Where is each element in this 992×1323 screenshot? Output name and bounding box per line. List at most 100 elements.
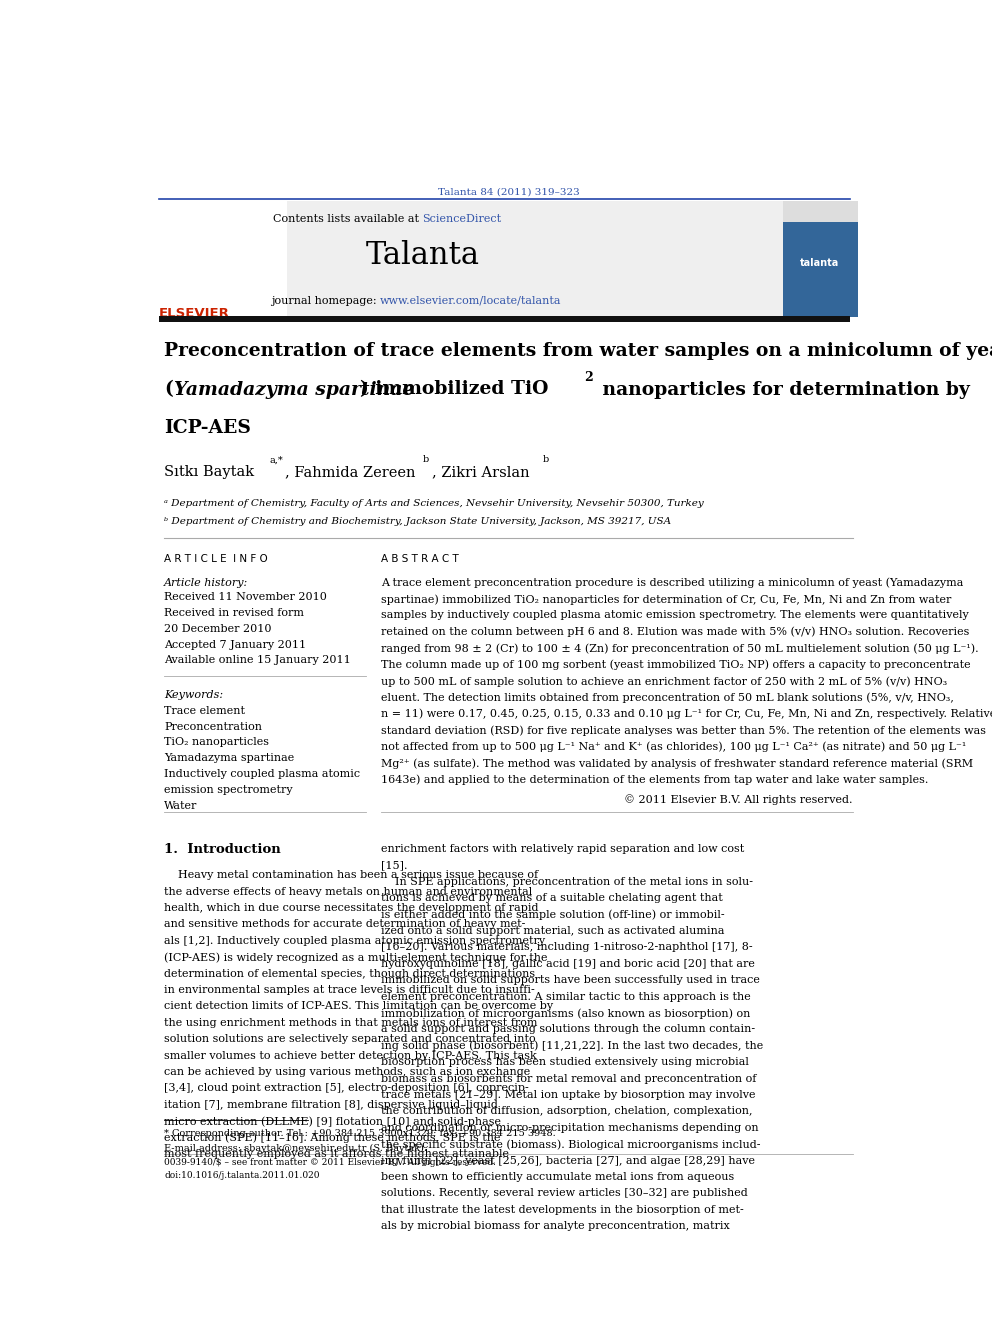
Text: biosorption process has been studied extensively using microbial: biosorption process has been studied ext… (381, 1057, 749, 1068)
Text: determination of elemental species, though direct determinations: determination of elemental species, thou… (165, 968, 536, 979)
Text: Article history:: Article history: (165, 578, 249, 587)
Text: [15].: [15]. (381, 860, 408, 871)
Text: retained on the column between pH 6 and 8. Elution was made with 5% (v/v) HNO₃ s: retained on the column between pH 6 and … (381, 627, 969, 638)
Text: Mg²⁺ (as sulfate). The method was validated by analysis of freshwater standard r: Mg²⁺ (as sulfate). The method was valida… (381, 758, 973, 769)
FancyBboxPatch shape (159, 201, 287, 316)
Text: A B S T R A C T: A B S T R A C T (381, 554, 459, 564)
Text: nanoparticles for determination by: nanoparticles for determination by (596, 381, 970, 398)
Text: not affected from up to 500 μg L⁻¹ Na⁺ and K⁺ (as chlorides), 100 μg L⁻¹ Ca²⁺ (a: not affected from up to 500 μg L⁻¹ Na⁺ a… (381, 742, 966, 753)
Text: that illustrate the latest developments in the biosorption of met-: that illustrate the latest developments … (381, 1205, 744, 1215)
Text: als by microbial biomass for analyte preconcentration, matrix: als by microbial biomass for analyte pre… (381, 1221, 730, 1232)
Text: ScienceDirect: ScienceDirect (423, 214, 502, 224)
Text: The column made up of 100 mg sorbent (yeast immobilized TiO₂ NP) offers a capaci: The column made up of 100 mg sorbent (ye… (381, 660, 971, 671)
Text: * Corresponding author. Tel.: +90 384 215 3900x1329; fax: +90 384 215 3948.: * Corresponding author. Tel.: +90 384 21… (165, 1129, 557, 1138)
Text: A trace element preconcentration procedure is described utilizing a minicolumn o: A trace element preconcentration procedu… (381, 578, 963, 589)
Text: Trace element: Trace element (165, 706, 245, 716)
Text: in environmental samples at trace levels is difficult due to insuffi-: in environmental samples at trace levels… (165, 984, 535, 995)
Text: tions is achieved by means of a suitable chelating agent that: tions is achieved by means of a suitable… (381, 893, 723, 904)
Text: TiO₂ nanoparticles: TiO₂ nanoparticles (165, 737, 269, 747)
Text: and coordination or micro-precipitation mechanisms depending on: and coordination or micro-precipitation … (381, 1123, 759, 1132)
Text: Yamadazyma spartinae: Yamadazyma spartinae (165, 753, 295, 763)
Text: ᵃ Department of Chemistry, Faculty of Arts and Sciences, Nevsehir University, Ne: ᵃ Department of Chemistry, Faculty of Ar… (165, 499, 704, 508)
Text: element preconcentration. A similar tactic to this approach is the: element preconcentration. A similar tact… (381, 992, 751, 1002)
Text: 1.  Introduction: 1. Introduction (165, 843, 281, 856)
Text: ICP-AES: ICP-AES (165, 419, 251, 437)
Text: Inductively coupled plasma atomic: Inductively coupled plasma atomic (165, 769, 360, 779)
Text: can be achieved by using various methods, such as ion exchange: can be achieved by using various methods… (165, 1066, 531, 1077)
Text: a,*: a,* (270, 455, 284, 464)
Text: ) immobilized TiO: ) immobilized TiO (359, 381, 548, 398)
Text: samples by inductively coupled plasma atomic emission spectrometry. The elements: samples by inductively coupled plasma at… (381, 610, 969, 620)
Text: the contribution of diffusion, adsorption, chelation, complexation,: the contribution of diffusion, adsorptio… (381, 1106, 753, 1117)
Text: 0039-9140/$ – see front matter © 2011 Elsevier B.V. All rights reserved.: 0039-9140/$ – see front matter © 2011 El… (165, 1158, 496, 1167)
Text: Sıtkı Baytak: Sıtkı Baytak (165, 466, 254, 479)
Text: trace metals [21–29]. Metal ion uptake by biosorption may involve: trace metals [21–29]. Metal ion uptake b… (381, 1090, 756, 1099)
Text: ᵇ Department of Chemistry and Biochemistry, Jackson State University, Jackson, M: ᵇ Department of Chemistry and Biochemist… (165, 517, 672, 525)
Text: and sensitive methods for accurate determination of heavy met-: and sensitive methods for accurate deter… (165, 919, 526, 929)
Text: up to 500 mL of sample solution to achieve an enrichment factor of 250 with 2 mL: up to 500 mL of sample solution to achie… (381, 676, 947, 687)
Text: Preconcentration of trace elements from water samples on a minicolumn of yeast: Preconcentration of trace elements from … (165, 343, 992, 360)
FancyBboxPatch shape (783, 201, 858, 316)
Text: ELSEVIER: ELSEVIER (159, 307, 229, 320)
Text: most frequently employed as it affords the highest attainable: most frequently employed as it affords t… (165, 1148, 509, 1159)
Text: solutions. Recently, several review articles [30–32] are published: solutions. Recently, several review arti… (381, 1188, 748, 1199)
Text: (: ( (165, 381, 174, 398)
FancyBboxPatch shape (159, 316, 850, 321)
Text: 1643e) and applied to the determination of the elements from tap water and lake : 1643e) and applied to the determination … (381, 774, 929, 785)
Text: Yamadazyma spartinae: Yamadazyma spartinae (175, 381, 415, 398)
Text: Received in revised form: Received in revised form (165, 609, 305, 618)
Text: journal homepage:: journal homepage: (271, 296, 380, 306)
Text: the adverse effects of heavy metals on human and environmental: the adverse effects of heavy metals on h… (165, 886, 533, 897)
Text: www.elsevier.com/locate/talanta: www.elsevier.com/locate/talanta (380, 296, 561, 306)
Text: talanta: talanta (801, 258, 839, 267)
FancyBboxPatch shape (159, 201, 850, 316)
Text: emission spectrometry: emission spectrometry (165, 785, 293, 795)
Text: a solid support and passing solutions through the column contain-: a solid support and passing solutions th… (381, 1024, 756, 1035)
Text: , Zikri Arslan: , Zikri Arslan (432, 466, 530, 479)
Text: doi:10.1016/j.talanta.2011.01.020: doi:10.1016/j.talanta.2011.01.020 (165, 1171, 319, 1180)
Text: Contents lists available at: Contents lists available at (273, 214, 423, 224)
Text: , Fahmida Zereen: , Fahmida Zereen (286, 466, 416, 479)
Text: eluent. The detection limits obtained from preconcentration of 50 mL blank solut: eluent. The detection limits obtained fr… (381, 692, 954, 703)
Text: been shown to efficiently accumulate metal ions from aqueous: been shown to efficiently accumulate met… (381, 1172, 734, 1181)
Text: Keywords:: Keywords: (165, 691, 223, 700)
Text: the specific substrate (biomass). Biological microorganisms includ-: the specific substrate (biomass). Biolog… (381, 1139, 761, 1150)
Text: health, which in due course necessitates the development of rapid: health, which in due course necessitates… (165, 904, 539, 913)
Text: A R T I C L E  I N F O: A R T I C L E I N F O (165, 554, 268, 564)
Text: ing solid phase (biosorbent) [11,21,22]. In the last two decades, the: ing solid phase (biosorbent) [11,21,22].… (381, 1041, 764, 1052)
FancyBboxPatch shape (783, 201, 858, 222)
Text: Talanta 84 (2011) 319–323: Talanta 84 (2011) 319–323 (437, 188, 579, 196)
Text: the using enrichment methods in that metals ions of interest from: the using enrichment methods in that met… (165, 1017, 538, 1028)
Text: solution solutions are selectively separated and concentrated into: solution solutions are selectively separ… (165, 1035, 536, 1044)
Text: In SPE applications, preconcentration of the metal ions in solu-: In SPE applications, preconcentration of… (381, 877, 753, 886)
Text: [3,4], cloud point extraction [5], electro-deposition [6], coprecip-: [3,4], cloud point extraction [5], elect… (165, 1084, 529, 1093)
Text: Preconcentration: Preconcentration (165, 721, 262, 732)
Text: E-mail address: sbaytak@nevsehir.edu.tr (S. Baytak).: E-mail address: sbaytak@nevsehir.edu.tr … (165, 1144, 428, 1154)
Text: 20 December 2010: 20 December 2010 (165, 624, 272, 634)
Text: b: b (543, 455, 549, 464)
Text: Accepted 7 January 2011: Accepted 7 January 2011 (165, 639, 307, 650)
Text: micro extraction (DLLME) [9] flotation [10] and solid-phase: micro extraction (DLLME) [9] flotation [… (165, 1117, 501, 1127)
Text: ranged from 98 ± 2 (Cr) to 100 ± 4 (Zn) for preconcentration of 50 mL multieleme: ranged from 98 ± 2 (Cr) to 100 ± 4 (Zn) … (381, 643, 979, 654)
Text: als [1,2]. Inductively coupled plasma atomic emission spectrometry: als [1,2]. Inductively coupled plasma at… (165, 935, 546, 946)
Text: hydroxyquinoline [18], gallic acid [19] and boric acid [20] that are: hydroxyquinoline [18], gallic acid [19] … (381, 959, 755, 968)
Text: immobilization of microorganisms (also known as biosorption) on: immobilization of microorganisms (also k… (381, 1008, 751, 1019)
Text: © 2011 Elsevier B.V. All rights reserved.: © 2011 Elsevier B.V. All rights reserved… (624, 795, 852, 806)
Text: standard deviation (RSD) for five replicate analyses was better than 5%. The ret: standard deviation (RSD) for five replic… (381, 725, 986, 736)
Text: enrichment factors with relatively rapid separation and low cost: enrichment factors with relatively rapid… (381, 844, 745, 853)
Text: itation [7], membrane filtration [8], dispersive liquid–liquid: itation [7], membrane filtration [8], di… (165, 1099, 498, 1110)
Text: immobilized on solid supports have been successfully used in trace: immobilized on solid supports have been … (381, 975, 760, 986)
Text: extraction (SPE) [11–16]. Among these methods, SPE is the: extraction (SPE) [11–16]. Among these me… (165, 1132, 501, 1143)
Text: cient detection limits of ICP-AES. This limitation can be overcome by: cient detection limits of ICP-AES. This … (165, 1002, 554, 1011)
Text: b: b (423, 455, 429, 464)
Text: Water: Water (165, 800, 197, 811)
Text: n = 11) were 0.17, 0.45, 0.25, 0.15, 0.33 and 0.10 μg L⁻¹ for Cr, Cu, Fe, Mn, Ni: n = 11) were 0.17, 0.45, 0.25, 0.15, 0.3… (381, 709, 992, 720)
Text: spartinae) immobilized TiO₂ nanoparticles for determination of Cr, Cu, Fe, Mn, N: spartinae) immobilized TiO₂ nanoparticle… (381, 594, 951, 605)
Text: biomass as biosorbents for metal removal and preconcentration of: biomass as biosorbents for metal removal… (381, 1073, 757, 1084)
Text: (ICP-AES) is widely recognized as a multi-element technique for the: (ICP-AES) is widely recognized as a mult… (165, 953, 548, 963)
Text: Available online 15 January 2011: Available online 15 January 2011 (165, 655, 351, 665)
Text: Heavy metal contamination has been a serious issue because of: Heavy metal contamination has been a ser… (165, 871, 539, 880)
Text: 2: 2 (584, 370, 593, 384)
Text: ized onto a solid support material, such as activated alumina: ized onto a solid support material, such… (381, 926, 725, 935)
Text: Received 11 November 2010: Received 11 November 2010 (165, 593, 327, 602)
